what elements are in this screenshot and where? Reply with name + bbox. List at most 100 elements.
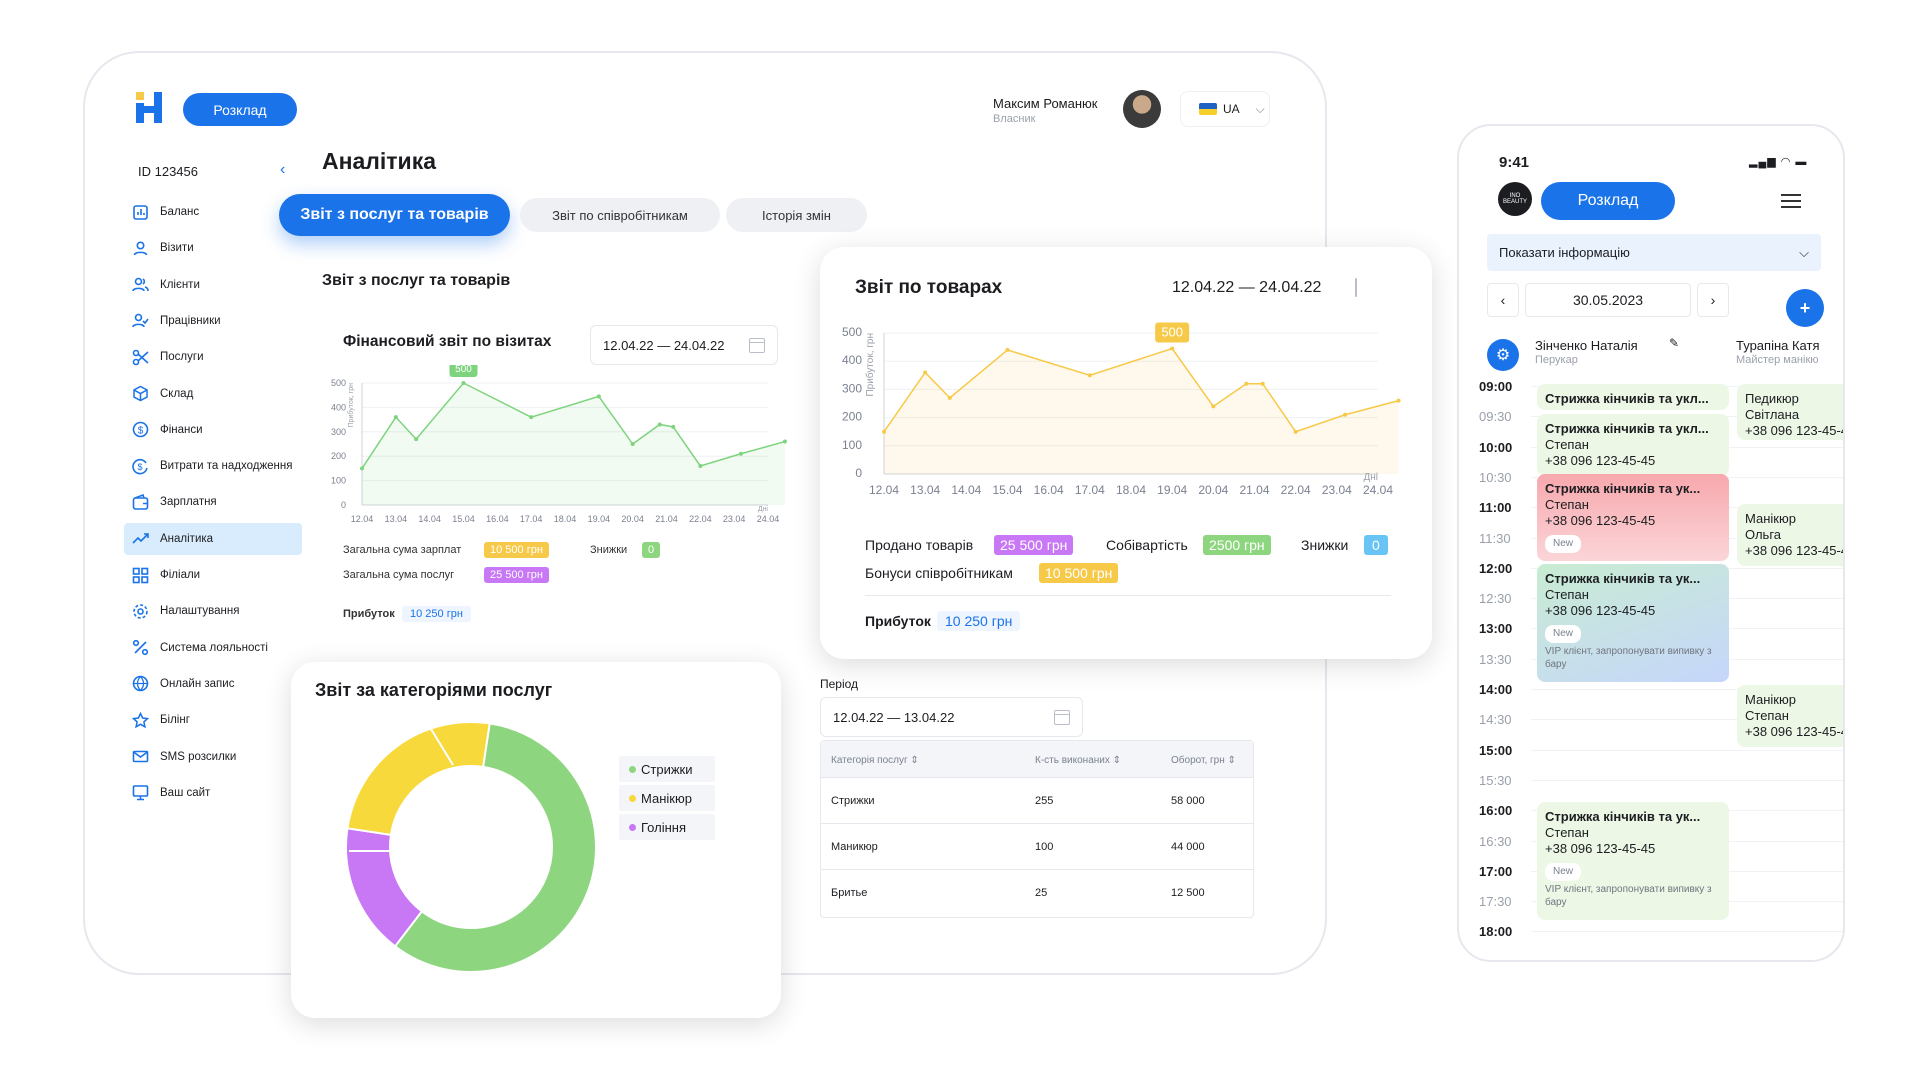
sidebar-item[interactable]: Філіали xyxy=(124,559,302,591)
period-date-picker[interactable]: 12.04.22 — 13.04.22 xyxy=(820,697,1083,737)
data-point[interactable] xyxy=(596,394,601,399)
data-point[interactable] xyxy=(529,415,534,420)
add-client-icon[interactable]: + xyxy=(1786,289,1824,327)
sidebar-item[interactable]: Зарплатня xyxy=(124,486,302,518)
data-point[interactable] xyxy=(1244,381,1249,386)
staff-role-2: Майстер манікю xyxy=(1736,354,1819,366)
show-info-select[interactable]: Показати інформацію ⌵ xyxy=(1487,234,1821,271)
date-display[interactable]: 30.05.2023 xyxy=(1525,283,1691,317)
phone-schedule-button[interactable]: Розклад xyxy=(1541,182,1675,220)
data-point[interactable] xyxy=(738,451,743,456)
appointment-card[interactable]: Стрижка кінчиків та ук... Степан +38 096 1… xyxy=(1537,564,1729,682)
col-count[interactable]: К-сть виконаних ⇕ xyxy=(1035,755,1122,766)
table-row[interactable]: Маникюр 100 44 000 xyxy=(821,823,1253,869)
fin-report-title: Фінансовий звіт по візитах xyxy=(343,333,552,350)
time-slot-line[interactable] xyxy=(1531,719,1843,721)
data-point[interactable] xyxy=(1087,373,1092,378)
x-tick-label: 23.04 xyxy=(723,514,746,524)
sidebar-item[interactable]: Система лояльності xyxy=(124,632,302,664)
sidebar-item[interactable]: Баланс xyxy=(124,196,302,228)
data-point[interactable] xyxy=(393,415,398,420)
avatar[interactable] xyxy=(1123,90,1161,128)
appointment-card[interactable]: Стрижка кінчиків та ук... Степан +38 096 1… xyxy=(1537,802,1729,920)
table-row[interactable]: Стрижки 255 58 000 xyxy=(821,777,1253,823)
data-point[interactable] xyxy=(882,429,886,434)
next-date-button[interactable]: › xyxy=(1697,283,1729,317)
data-point[interactable] xyxy=(1170,346,1175,351)
time-slot-line[interactable] xyxy=(1531,779,1843,781)
time-slot-line[interactable] xyxy=(1531,689,1843,690)
prev-date-button[interactable]: ‹ xyxy=(1487,283,1519,317)
sidebar-item[interactable]: Працівники xyxy=(124,305,302,337)
appointment-card[interactable]: Стрижка кінчиків та укл... Степан +38 096 … xyxy=(1537,414,1729,476)
language-selector[interactable]: UA ⌵ xyxy=(1180,91,1270,127)
appointment-card[interactable]: Стрижка кінчиків та укл... xyxy=(1537,384,1729,410)
tab-services-report[interactable]: Звіт з послуг та товарів xyxy=(279,194,510,236)
appointment-card[interactable]: Стрижка кінчиків та ук... Степан +38 096 1… xyxy=(1537,474,1729,561)
x-tick-label: 18.04 xyxy=(1116,483,1146,497)
data-point[interactable] xyxy=(1211,404,1216,409)
data-point[interactable] xyxy=(698,463,703,468)
sidebar-item[interactable]: Візити xyxy=(124,232,302,264)
appointment-title: Стрижка кінчиків та ук... xyxy=(1545,481,1701,496)
fin-report-date: 12.04.22 — 24.04.22 xyxy=(603,337,725,353)
data-point[interactable] xyxy=(1396,398,1401,403)
sidebar-item[interactable]: Аналітика xyxy=(124,522,302,555)
sidebar-item[interactable]: Ваш сайт xyxy=(124,777,302,809)
y-tick-label: 200 xyxy=(842,410,862,424)
data-point[interactable] xyxy=(1293,429,1298,434)
fin-report-date-picker[interactable]: 12.04.22 — 24.04.22 xyxy=(590,325,778,365)
time-slot-line[interactable] xyxy=(1531,749,1843,751)
hamburger-icon[interactable] xyxy=(1781,194,1801,208)
salon-logo[interactable]: INO BEAUTY xyxy=(1498,182,1532,216)
sidebar-item[interactable]: $ Фінанси xyxy=(124,414,302,446)
gear-icon[interactable]: ⚙ xyxy=(1487,339,1519,371)
data-point[interactable] xyxy=(630,442,635,446)
donut-slice-Манікюр[interactable] xyxy=(346,722,491,837)
sidebar-item[interactable]: Налаштування xyxy=(124,595,302,627)
calendar-icon[interactable] xyxy=(1355,278,1357,297)
x-tick-label: 21.04 xyxy=(655,514,678,524)
data-point[interactable] xyxy=(947,395,952,400)
sidebar-item[interactable]: Склад xyxy=(124,378,302,410)
sidebar-item[interactable]: Білінг xyxy=(124,704,302,736)
chevron-down-icon: ⌵ xyxy=(1799,244,1809,260)
sidebar-item[interactable]: SMS розсилки xyxy=(124,741,302,773)
user-icon xyxy=(133,241,148,256)
data-point[interactable] xyxy=(657,422,662,427)
y-tick-label: 300 xyxy=(331,427,346,437)
y-axis-label: Прибуток, грн xyxy=(347,383,355,428)
collapse-sidebar-icon[interactable]: ‹ xyxy=(280,161,286,178)
x-tick-label: 13.04 xyxy=(910,483,940,497)
tab-history[interactable]: Історія змін xyxy=(726,198,867,232)
legend-item: Стрижки xyxy=(619,756,715,782)
schedule-button[interactable]: Розклад xyxy=(183,93,297,126)
appointment-card[interactable]: Педикюр Світлана +38 096 123-45-45 xyxy=(1737,384,1843,440)
data-point[interactable] xyxy=(414,437,419,442)
tab-employees-report[interactable]: Звіт по співробітникам xyxy=(520,198,720,232)
data-point[interactable] xyxy=(1343,412,1348,417)
sidebar-item-label: Ваш сайт xyxy=(160,786,211,799)
data-point[interactable] xyxy=(923,370,928,375)
donut-slice-Стрижки[interactable] xyxy=(393,722,596,972)
sidebar-item[interactable]: $ Витрати та надходження xyxy=(124,450,302,482)
sidebar-item[interactable]: Онлайн запис xyxy=(124,668,302,700)
categories-table: Категорія послуг ⇕ К-сть виконаних ⇕ Обо… xyxy=(820,740,1254,918)
data-point[interactable] xyxy=(671,424,676,429)
time-slot-line[interactable] xyxy=(1531,931,1843,933)
sidebar-item[interactable]: Клієнти xyxy=(124,269,302,301)
col-category[interactable]: Категорія послуг ⇕ xyxy=(831,755,919,766)
col-turnover[interactable]: Оборот, грн ⇕ xyxy=(1171,755,1236,766)
x-tick-label: 14.04 xyxy=(951,483,981,497)
data-point[interactable] xyxy=(360,466,364,471)
edit-icon[interactable]: ✎ xyxy=(1669,336,1680,350)
table-row[interactable]: Бритье 25 12 500 xyxy=(821,869,1253,915)
data-point[interactable] xyxy=(1005,347,1010,352)
appointment-card[interactable]: Манікюр Ольга +38 096 123-45-45 xyxy=(1737,504,1843,566)
data-point[interactable] xyxy=(782,439,787,444)
data-point[interactable] xyxy=(1260,381,1265,386)
sidebar-item[interactable]: Послуги xyxy=(124,341,302,373)
appointment-card[interactable]: Манікюр Степан +38 096 123-45-45 xyxy=(1737,685,1843,747)
appointment-client: Степан xyxy=(1545,497,1589,512)
data-point[interactable] xyxy=(461,381,466,385)
